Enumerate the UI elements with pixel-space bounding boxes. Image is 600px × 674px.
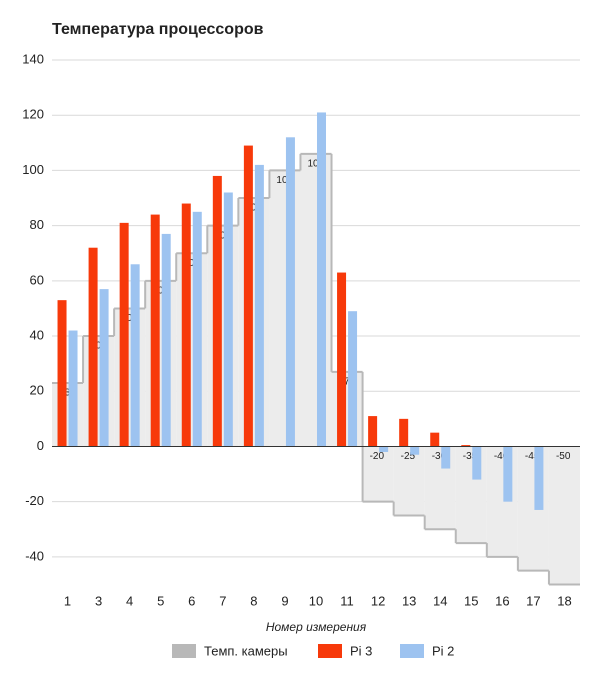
step-area xyxy=(238,198,270,447)
x-tick-label: 1 xyxy=(64,593,71,608)
step-area xyxy=(269,170,301,447)
x-tick-label: 11 xyxy=(340,593,354,608)
y-tick-label: 0 xyxy=(37,438,44,453)
chart-title: Температура процессоров xyxy=(52,21,264,38)
bar xyxy=(243,145,253,447)
data-label: -20 xyxy=(370,451,385,462)
x-tick-label: 15 xyxy=(464,593,478,608)
bar xyxy=(441,446,451,469)
data-label: -25 xyxy=(401,451,416,462)
x-tick-label: 6 xyxy=(188,593,195,608)
y-tick-label: 20 xyxy=(30,383,44,398)
step-area xyxy=(486,446,518,557)
x-tick-label: 8 xyxy=(250,593,257,608)
step-area xyxy=(114,308,146,447)
x-axis-title: Номер измерения xyxy=(266,620,367,634)
data-label: -45 xyxy=(525,451,540,462)
x-tick-label: 18 xyxy=(557,593,571,608)
step-area xyxy=(176,253,208,447)
y-tick-label: 80 xyxy=(30,217,44,232)
x-tick-label: 5 xyxy=(157,593,164,608)
bar xyxy=(192,211,202,447)
y-tick-label: 120 xyxy=(22,107,44,122)
legend-label: Pi 3 xyxy=(350,643,372,658)
bar xyxy=(368,416,378,447)
bar xyxy=(254,164,264,447)
bar xyxy=(317,112,326,447)
legend-label: Темп. камеры xyxy=(204,643,288,658)
step-area xyxy=(548,446,580,585)
x-tick-label: 7 xyxy=(219,593,226,608)
step-area xyxy=(300,153,332,447)
bar xyxy=(534,446,544,510)
step-area xyxy=(207,225,239,447)
step-area xyxy=(393,446,425,516)
step-area xyxy=(331,371,363,447)
legend-label: Pi 2 xyxy=(432,643,454,658)
bar xyxy=(150,214,160,447)
x-tick-label: 17 xyxy=(526,593,540,608)
bar xyxy=(337,272,347,447)
x-tick-label: 16 xyxy=(495,593,509,608)
y-tick-label: 140 xyxy=(22,51,44,66)
bar xyxy=(99,289,109,447)
x-tick-label: 3 xyxy=(95,593,102,608)
legend-swatch xyxy=(318,644,342,658)
bar xyxy=(119,222,129,447)
y-tick-label: -20 xyxy=(25,493,44,508)
step-area xyxy=(424,446,456,530)
step-area xyxy=(455,446,487,544)
bar xyxy=(68,330,78,447)
bar xyxy=(472,446,482,480)
bar xyxy=(503,446,513,502)
data-label: -35 xyxy=(463,451,478,462)
bar xyxy=(212,175,222,447)
x-tick-label: 14 xyxy=(433,593,447,608)
bar xyxy=(461,445,471,447)
bar xyxy=(379,446,389,452)
data-label: -30 xyxy=(432,451,447,462)
x-tick-label: 12 xyxy=(371,593,385,608)
y-tick-label: -40 xyxy=(25,548,44,563)
bar xyxy=(410,446,420,455)
bar xyxy=(348,311,358,447)
data-label: 106 xyxy=(307,158,324,169)
bar xyxy=(399,418,409,447)
bar xyxy=(223,192,233,447)
x-tick-label: 10 xyxy=(309,593,323,608)
legend-swatch xyxy=(172,644,196,658)
x-tick-label: 13 xyxy=(402,593,416,608)
step-area xyxy=(52,382,84,447)
y-tick-label: 100 xyxy=(22,162,44,177)
step-area xyxy=(362,446,394,502)
bar xyxy=(285,137,295,447)
bar xyxy=(130,264,140,447)
data-label: -50 xyxy=(556,451,571,462)
step-area xyxy=(83,336,115,447)
y-tick-label: 60 xyxy=(30,272,44,287)
step-area xyxy=(145,280,177,447)
step-area xyxy=(517,446,549,571)
bar xyxy=(430,432,440,447)
data-label: 100 xyxy=(276,175,293,186)
bar xyxy=(161,233,171,447)
bar xyxy=(181,203,191,447)
x-tick-label: 4 xyxy=(126,593,133,608)
legend-swatch xyxy=(400,644,424,658)
y-tick-label: 40 xyxy=(30,327,44,342)
x-tick-label: 9 xyxy=(281,593,288,608)
data-label: -40 xyxy=(494,451,509,462)
bar xyxy=(88,247,98,447)
bar xyxy=(57,300,67,447)
